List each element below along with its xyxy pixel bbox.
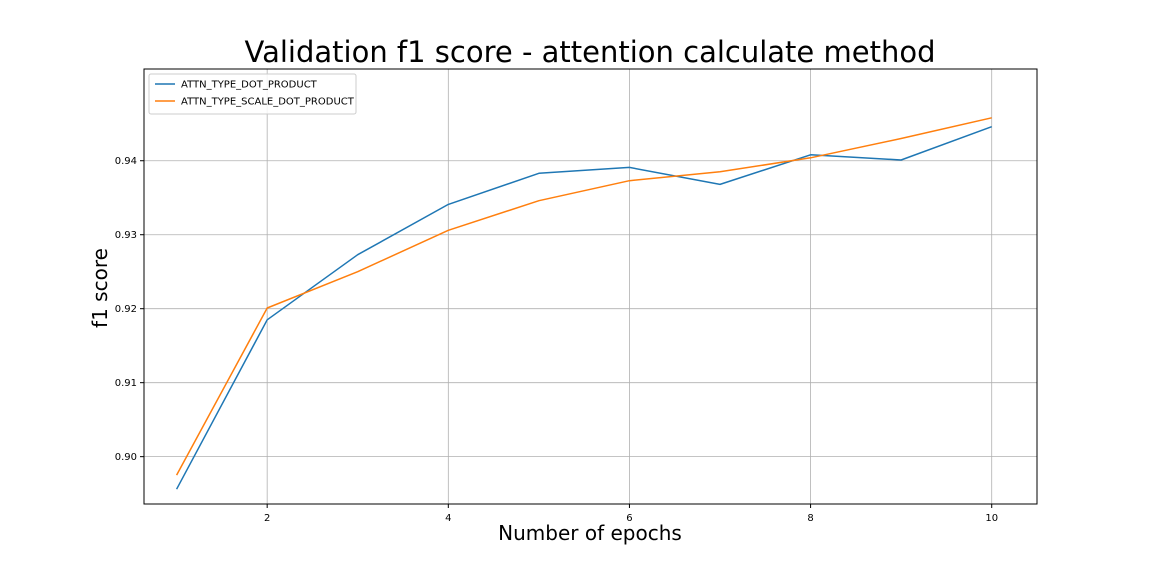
y-tick-label: 0.91 [115, 378, 137, 389]
x-tick-label: 10 [985, 513, 998, 524]
x-tick-label: 2 [264, 513, 270, 524]
y-tick-label: 0.92 [115, 304, 137, 315]
y-axis-label: f1 score [88, 248, 112, 328]
legend-box [148, 73, 357, 115]
chart-title: Validation f1 score - attention calculat… [245, 35, 936, 69]
plot-frame [143, 68, 1038, 505]
legend-label: ATTN_TYPE_DOT_PRODUCT [181, 80, 318, 91]
legend-label: ATTN_TYPE_SCALE_DOT_PRODUCT [181, 97, 355, 108]
y-tick-label: 0.93 [115, 230, 137, 241]
series-line-2 [175, 117, 992, 476]
series-line-1 [175, 125, 992, 490]
x-axis-label: Number of epochs [498, 521, 682, 545]
y-tick-label: 0.94 [115, 156, 137, 167]
grid [144, 69, 1037, 504]
x-tick-label: 4 [445, 513, 451, 524]
x-tick-label: 8 [807, 513, 813, 524]
y-tick-label: 0.90 [115, 452, 137, 463]
legend: ATTN_TYPE_DOT_PRODUCT ATTN_TYPE_SCALE_DOT… [148, 73, 357, 115]
series-lines [175, 117, 992, 490]
axis-ticks: 2 4 6 8 10 0.90 0.91 0.92 0.93 0.94 [115, 156, 998, 524]
x-tick-label: 6 [626, 513, 632, 524]
